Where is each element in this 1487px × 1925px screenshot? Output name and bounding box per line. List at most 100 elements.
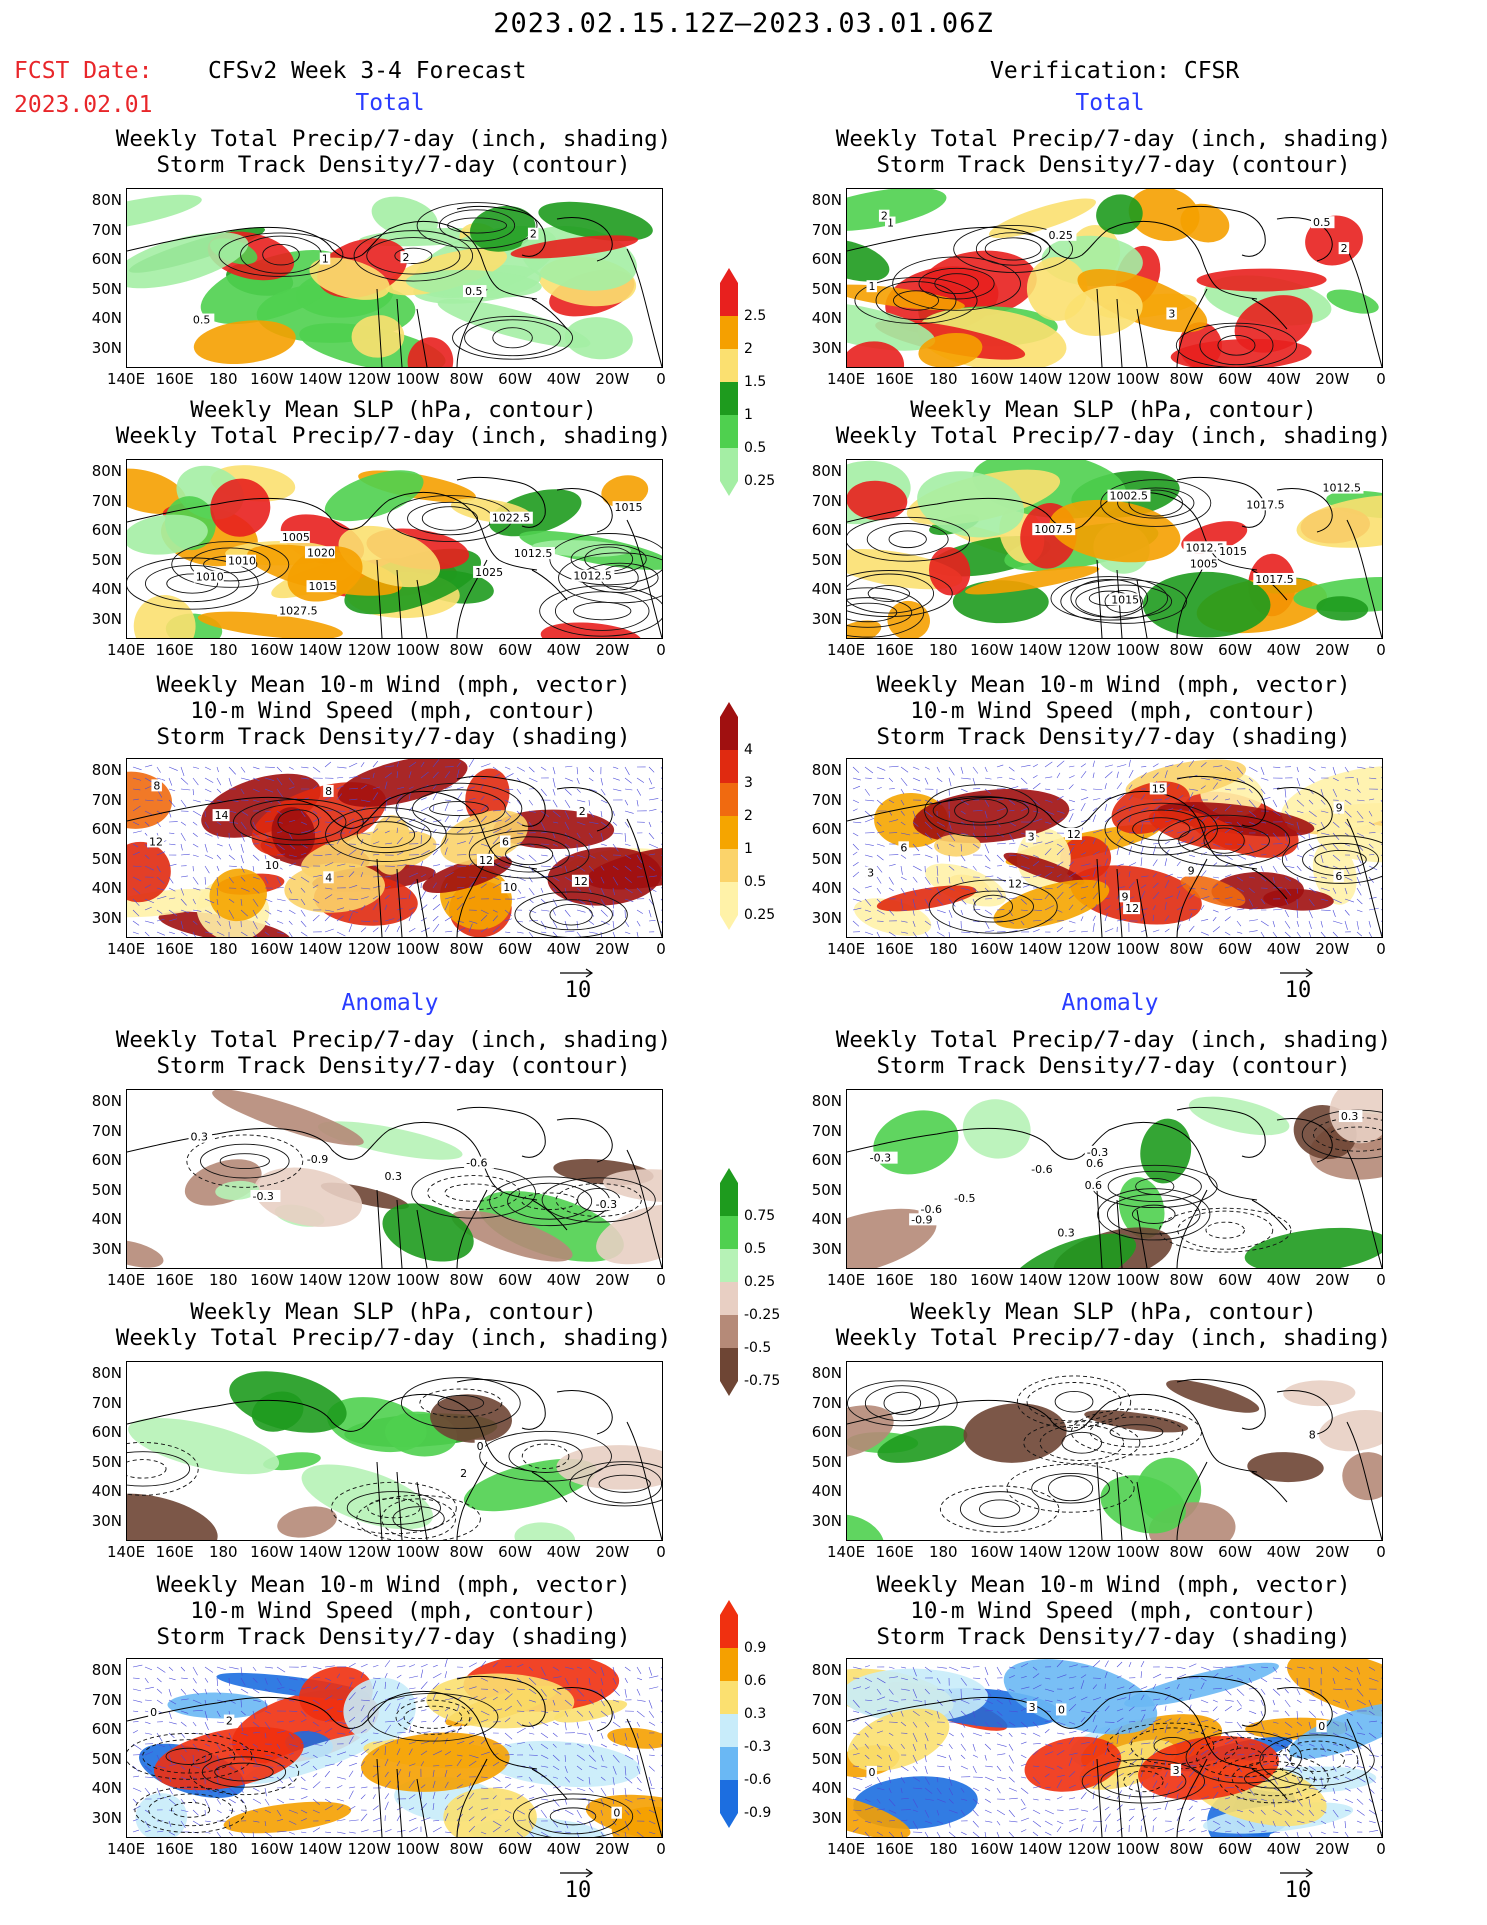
wind-vector	[1080, 1716, 1086, 1723]
wind-vector	[144, 843, 150, 849]
contour-label: 10	[501, 881, 519, 894]
panel-title-line: Storm Track Density/7-day (contour)	[156, 152, 631, 178]
wind-vector	[948, 876, 951, 884]
wind-vector	[1368, 1710, 1375, 1716]
wind-vector	[1104, 1728, 1110, 1734]
wind-vector	[984, 1699, 994, 1705]
wind-vector	[624, 1798, 633, 1803]
wind-vector	[624, 1677, 628, 1683]
wind-vector	[912, 1677, 918, 1681]
wind-vector	[192, 777, 199, 786]
wind-vector	[300, 810, 306, 818]
wind-vector	[1104, 858, 1108, 867]
wind-vector	[1104, 1745, 1109, 1756]
wind-vector	[1332, 1743, 1339, 1746]
wind-vector	[1116, 1708, 1124, 1712]
lon-tick-label: 160E	[155, 370, 194, 388]
lon-tick-label: 160E	[875, 1271, 914, 1289]
wind-vector	[1236, 908, 1245, 911]
wind-vector	[1164, 873, 1174, 878]
wind-vector	[384, 796, 391, 801]
wind-vector	[1344, 1710, 1353, 1716]
wind-vector	[1152, 929, 1160, 933]
wind-vector	[468, 786, 475, 790]
colorbar-segment	[720, 1249, 738, 1282]
lon-tick-label: 0	[656, 370, 666, 388]
wind-vector	[396, 1697, 405, 1701]
wind-vector	[864, 1721, 873, 1729]
wind-vector	[204, 909, 213, 914]
lon-tick-label: 80W	[449, 1840, 484, 1858]
wind-vector	[624, 1732, 628, 1741]
wind-vector	[1296, 821, 1300, 831]
wind-vector	[1344, 876, 1353, 881]
wind-vector	[1200, 816, 1208, 823]
wind-vector	[384, 1771, 389, 1778]
wind-vector	[1224, 1688, 1232, 1696]
wind-vector	[348, 1662, 356, 1668]
wind-vector	[1044, 871, 1053, 878]
wind-vector	[600, 887, 605, 896]
wind-vector	[1200, 870, 1207, 878]
wind-vector	[876, 1820, 883, 1823]
wind-vector	[1368, 896, 1377, 900]
wind-vector	[372, 1664, 379, 1668]
wind-vector	[216, 766, 219, 773]
wind-vector	[852, 766, 860, 773]
wind-vector	[1308, 854, 1314, 857]
lat-tick-label: 40N	[811, 1210, 842, 1228]
wind-vector	[624, 1754, 634, 1760]
wind-vector	[1152, 1748, 1159, 1756]
wind-vector	[1308, 1798, 1311, 1808]
wind-vector	[1200, 1830, 1207, 1833]
wind-vector	[360, 784, 367, 790]
wind-vector	[1092, 829, 1103, 834]
wind-vector	[924, 898, 930, 908]
wind-vector	[468, 1760, 477, 1767]
wind-vector	[876, 777, 885, 779]
shading-region	[988, 198, 1096, 239]
wind-vector	[1224, 1721, 1233, 1724]
wind-vector	[1152, 882, 1159, 889]
wind-vector	[1008, 1666, 1016, 1669]
wind-vector	[624, 1787, 627, 1797]
lon-tick-label: 180	[208, 1543, 238, 1561]
wind-vector	[1344, 1721, 1348, 1731]
wind-vector	[528, 1820, 534, 1829]
wind-vector	[1068, 920, 1076, 924]
wind-vector	[1068, 1721, 1076, 1725]
lon-tick-label: 160E	[155, 1840, 194, 1858]
wind-vector	[1032, 1820, 1042, 1828]
wind-vector	[1104, 928, 1114, 933]
wind-vector	[480, 777, 487, 780]
wind-vector	[1092, 1826, 1097, 1833]
wind-vector	[852, 1819, 859, 1822]
wind-vector	[552, 854, 558, 865]
wind-vector	[660, 799, 662, 801]
wind-vector	[1032, 810, 1040, 813]
contour-line	[883, 1391, 922, 1415]
contour-label: 2	[527, 227, 539, 241]
wind-vector	[624, 1688, 627, 1698]
wind-vector	[312, 1827, 321, 1833]
wind-vector	[468, 923, 473, 933]
wind-vector	[660, 843, 662, 845]
contour-line	[508, 1439, 583, 1473]
contour-line	[1185, 1730, 1302, 1784]
wind-vector	[924, 810, 933, 818]
contour-line	[1259, 1734, 1375, 1786]
wind-vector	[852, 821, 862, 824]
svg-text:4: 4	[325, 871, 332, 884]
lon-tick-label: 20W	[595, 1543, 630, 1561]
shading-region	[601, 475, 649, 508]
shading-region	[443, 1787, 537, 1837]
wind-vector	[948, 1798, 954, 1804]
colorbar-tick-label: 2	[744, 808, 753, 824]
wind-vector	[300, 1730, 310, 1734]
wind-vector	[216, 788, 222, 793]
wind-vector	[1368, 821, 1375, 826]
lon-tick-label: 80W	[1169, 641, 1204, 659]
wind-vector	[660, 766, 662, 770]
wind-vector	[288, 766, 294, 770]
wind-vector	[576, 909, 586, 913]
